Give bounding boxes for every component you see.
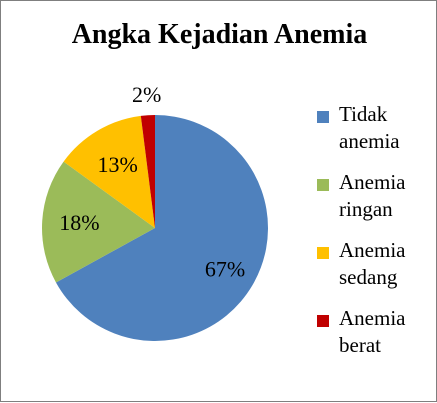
legend-item-anemia-ringan: Anemia ringan <box>313 169 433 237</box>
pie-slice-anemia-sedang <box>63 115 155 228</box>
pie-data-label: 13% <box>97 152 137 177</box>
pie-slice-anemia-berat <box>140 115 155 228</box>
legend-label-line-2: sedang <box>339 265 398 289</box>
legend-item-anemia-berat: Anemia berat <box>313 305 433 373</box>
pie-data-label: 2% <box>132 82 161 107</box>
legend-label-line-1: Tidak <box>339 102 388 126</box>
legend-label-line-2: berat <box>339 333 381 357</box>
pie-slice-tidak-anemia <box>55 115 269 341</box>
chart-title: Angka Kejadian Anemia <box>71 19 368 50</box>
legend-label-line-1: Anemia <box>339 306 406 330</box>
pie-data-label: 67% <box>205 256 245 281</box>
legend-label-line-1: Anemia <box>339 170 406 194</box>
pie-data-label: 18% <box>59 210 99 235</box>
legend-label-line-2: ringan <box>339 197 393 221</box>
legend-item-tidak-anemia: Tidak anemia <box>313 101 433 169</box>
pie-slice-anemia-ringan <box>41 161 155 283</box>
legend-swatch <box>317 315 329 327</box>
chart-legend: Tidak anemia Anemia ringan Anemia sedang… <box>313 101 433 373</box>
legend-label-line-2: anemia <box>339 129 400 153</box>
legend-swatch <box>317 179 329 191</box>
legend-swatch <box>317 247 329 259</box>
legend-item-anemia-sedang: Anemia sedang <box>313 237 433 305</box>
legend-swatch <box>317 111 329 123</box>
legend-label-line-1: Anemia <box>339 238 406 262</box>
